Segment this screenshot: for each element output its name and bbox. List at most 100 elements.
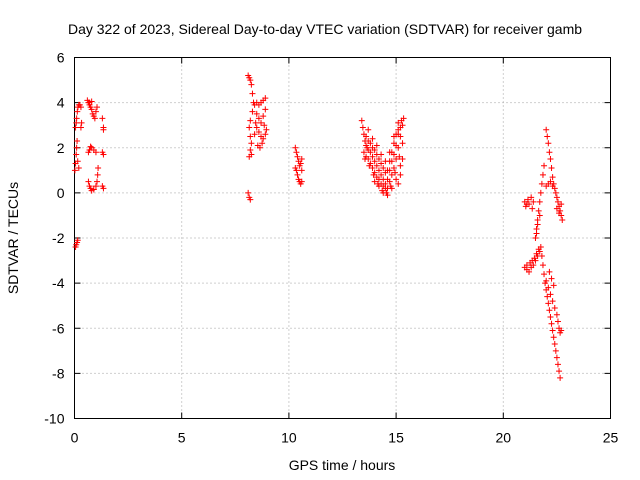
data-point-marker [371, 158, 378, 165]
data-point-marker [545, 140, 552, 147]
data-point-marker [259, 140, 266, 147]
data-point-marker [365, 126, 372, 133]
data-point-marker [384, 167, 391, 174]
data-point-marker [78, 119, 85, 126]
data-point-marker [556, 210, 563, 217]
y-tick-label: 4 [57, 95, 65, 111]
data-point-marker [260, 135, 267, 142]
data-point-marker [74, 137, 81, 144]
y-tick-label: -2 [52, 230, 65, 246]
data-point-marker [373, 142, 380, 149]
data-point-marker [74, 108, 81, 115]
data-point-marker [94, 104, 101, 111]
data-point-marker [547, 156, 554, 163]
data-point-marker [88, 98, 95, 105]
data-point-marker [538, 253, 545, 260]
data-point-marker [294, 153, 301, 160]
data-point-marker [91, 115, 98, 122]
x-tick-label: 0 [71, 430, 79, 446]
data-point-marker [554, 198, 561, 205]
data-point-marker [258, 119, 265, 126]
data-point-marker [378, 160, 385, 167]
data-point-marker [292, 165, 299, 172]
data-point-marker [248, 151, 255, 158]
data-point-marker [366, 162, 373, 169]
data-point-marker [531, 255, 538, 262]
data-point-marker [248, 81, 255, 88]
data-point-marker [263, 126, 270, 133]
data-point-marker [547, 313, 554, 320]
data-point-marker [87, 143, 94, 150]
data-point-marker [90, 186, 97, 193]
data-point-marker [99, 183, 106, 190]
data-point-marker [536, 198, 543, 205]
data-point-marker [382, 158, 389, 165]
data-point-marker [379, 187, 386, 194]
data-point-marker [548, 320, 555, 327]
data-point-marker [548, 275, 555, 282]
data-point-marker [390, 165, 397, 172]
data-point-marker [247, 147, 254, 154]
data-point-marker [544, 133, 551, 140]
data-point-marker [298, 178, 305, 185]
data-point-marker [255, 115, 262, 122]
data-point-marker [252, 119, 259, 126]
data-point-marker [532, 235, 539, 241]
data-point-marker [395, 180, 402, 187]
data-point-marker [375, 176, 382, 183]
y-tick-label: -8 [52, 365, 65, 381]
data-points [71, 72, 566, 381]
data-point-marker [369, 135, 376, 142]
data-point-marker [550, 282, 557, 289]
data-point-marker [530, 198, 537, 205]
x-tick-label: 10 [281, 430, 297, 446]
data-point-marker [248, 140, 255, 147]
data-point-marker [371, 147, 378, 154]
data-point-marker [378, 171, 385, 178]
x-tick-label: 5 [178, 430, 186, 446]
data-point-marker [546, 268, 553, 275]
data-point-marker [92, 149, 99, 156]
data-point-marker [543, 277, 550, 284]
data-point-marker [392, 169, 399, 176]
data-point-marker [262, 106, 269, 113]
data-point-marker [298, 156, 305, 163]
data-point-marker [92, 108, 99, 115]
data-point-marker [294, 171, 301, 178]
data-point-marker [558, 201, 565, 208]
data-point-marker [551, 304, 558, 311]
data-point-marker [74, 237, 81, 244]
data-point-marker [397, 162, 404, 169]
data-point-marker [548, 165, 555, 172]
data-point-marker [255, 128, 262, 135]
data-point-marker [552, 347, 559, 354]
data-point-marker [526, 201, 533, 208]
data-point-marker [373, 162, 380, 169]
data-point-marker [546, 307, 553, 314]
data-point-marker [399, 156, 406, 163]
data-point-marker [559, 216, 566, 223]
data-point-marker [253, 124, 260, 131]
data-point-marker [375, 167, 382, 174]
data-point-marker [251, 131, 258, 138]
data-point-marker [95, 165, 102, 172]
data-point-marker [396, 153, 403, 160]
data-point-marker [253, 110, 260, 117]
data-point-marker [535, 246, 542, 253]
data-point-marker [554, 361, 561, 368]
data-point-marker [534, 221, 541, 228]
y-tick-label: 0 [57, 185, 65, 201]
data-point-marker [386, 149, 393, 156]
data-point-marker [99, 149, 106, 156]
data-point-marker [557, 374, 564, 381]
data-point-marker [551, 185, 558, 192]
data-point-marker [378, 151, 385, 158]
data-point-marker [388, 171, 395, 178]
data-point-marker [88, 106, 95, 113]
data-point-marker [73, 144, 80, 151]
data-point-marker [545, 300, 552, 307]
data-point-marker [537, 189, 544, 196]
data-point-marker [545, 284, 552, 291]
data-point-marker [374, 180, 381, 187]
data-point-marker [524, 196, 531, 203]
